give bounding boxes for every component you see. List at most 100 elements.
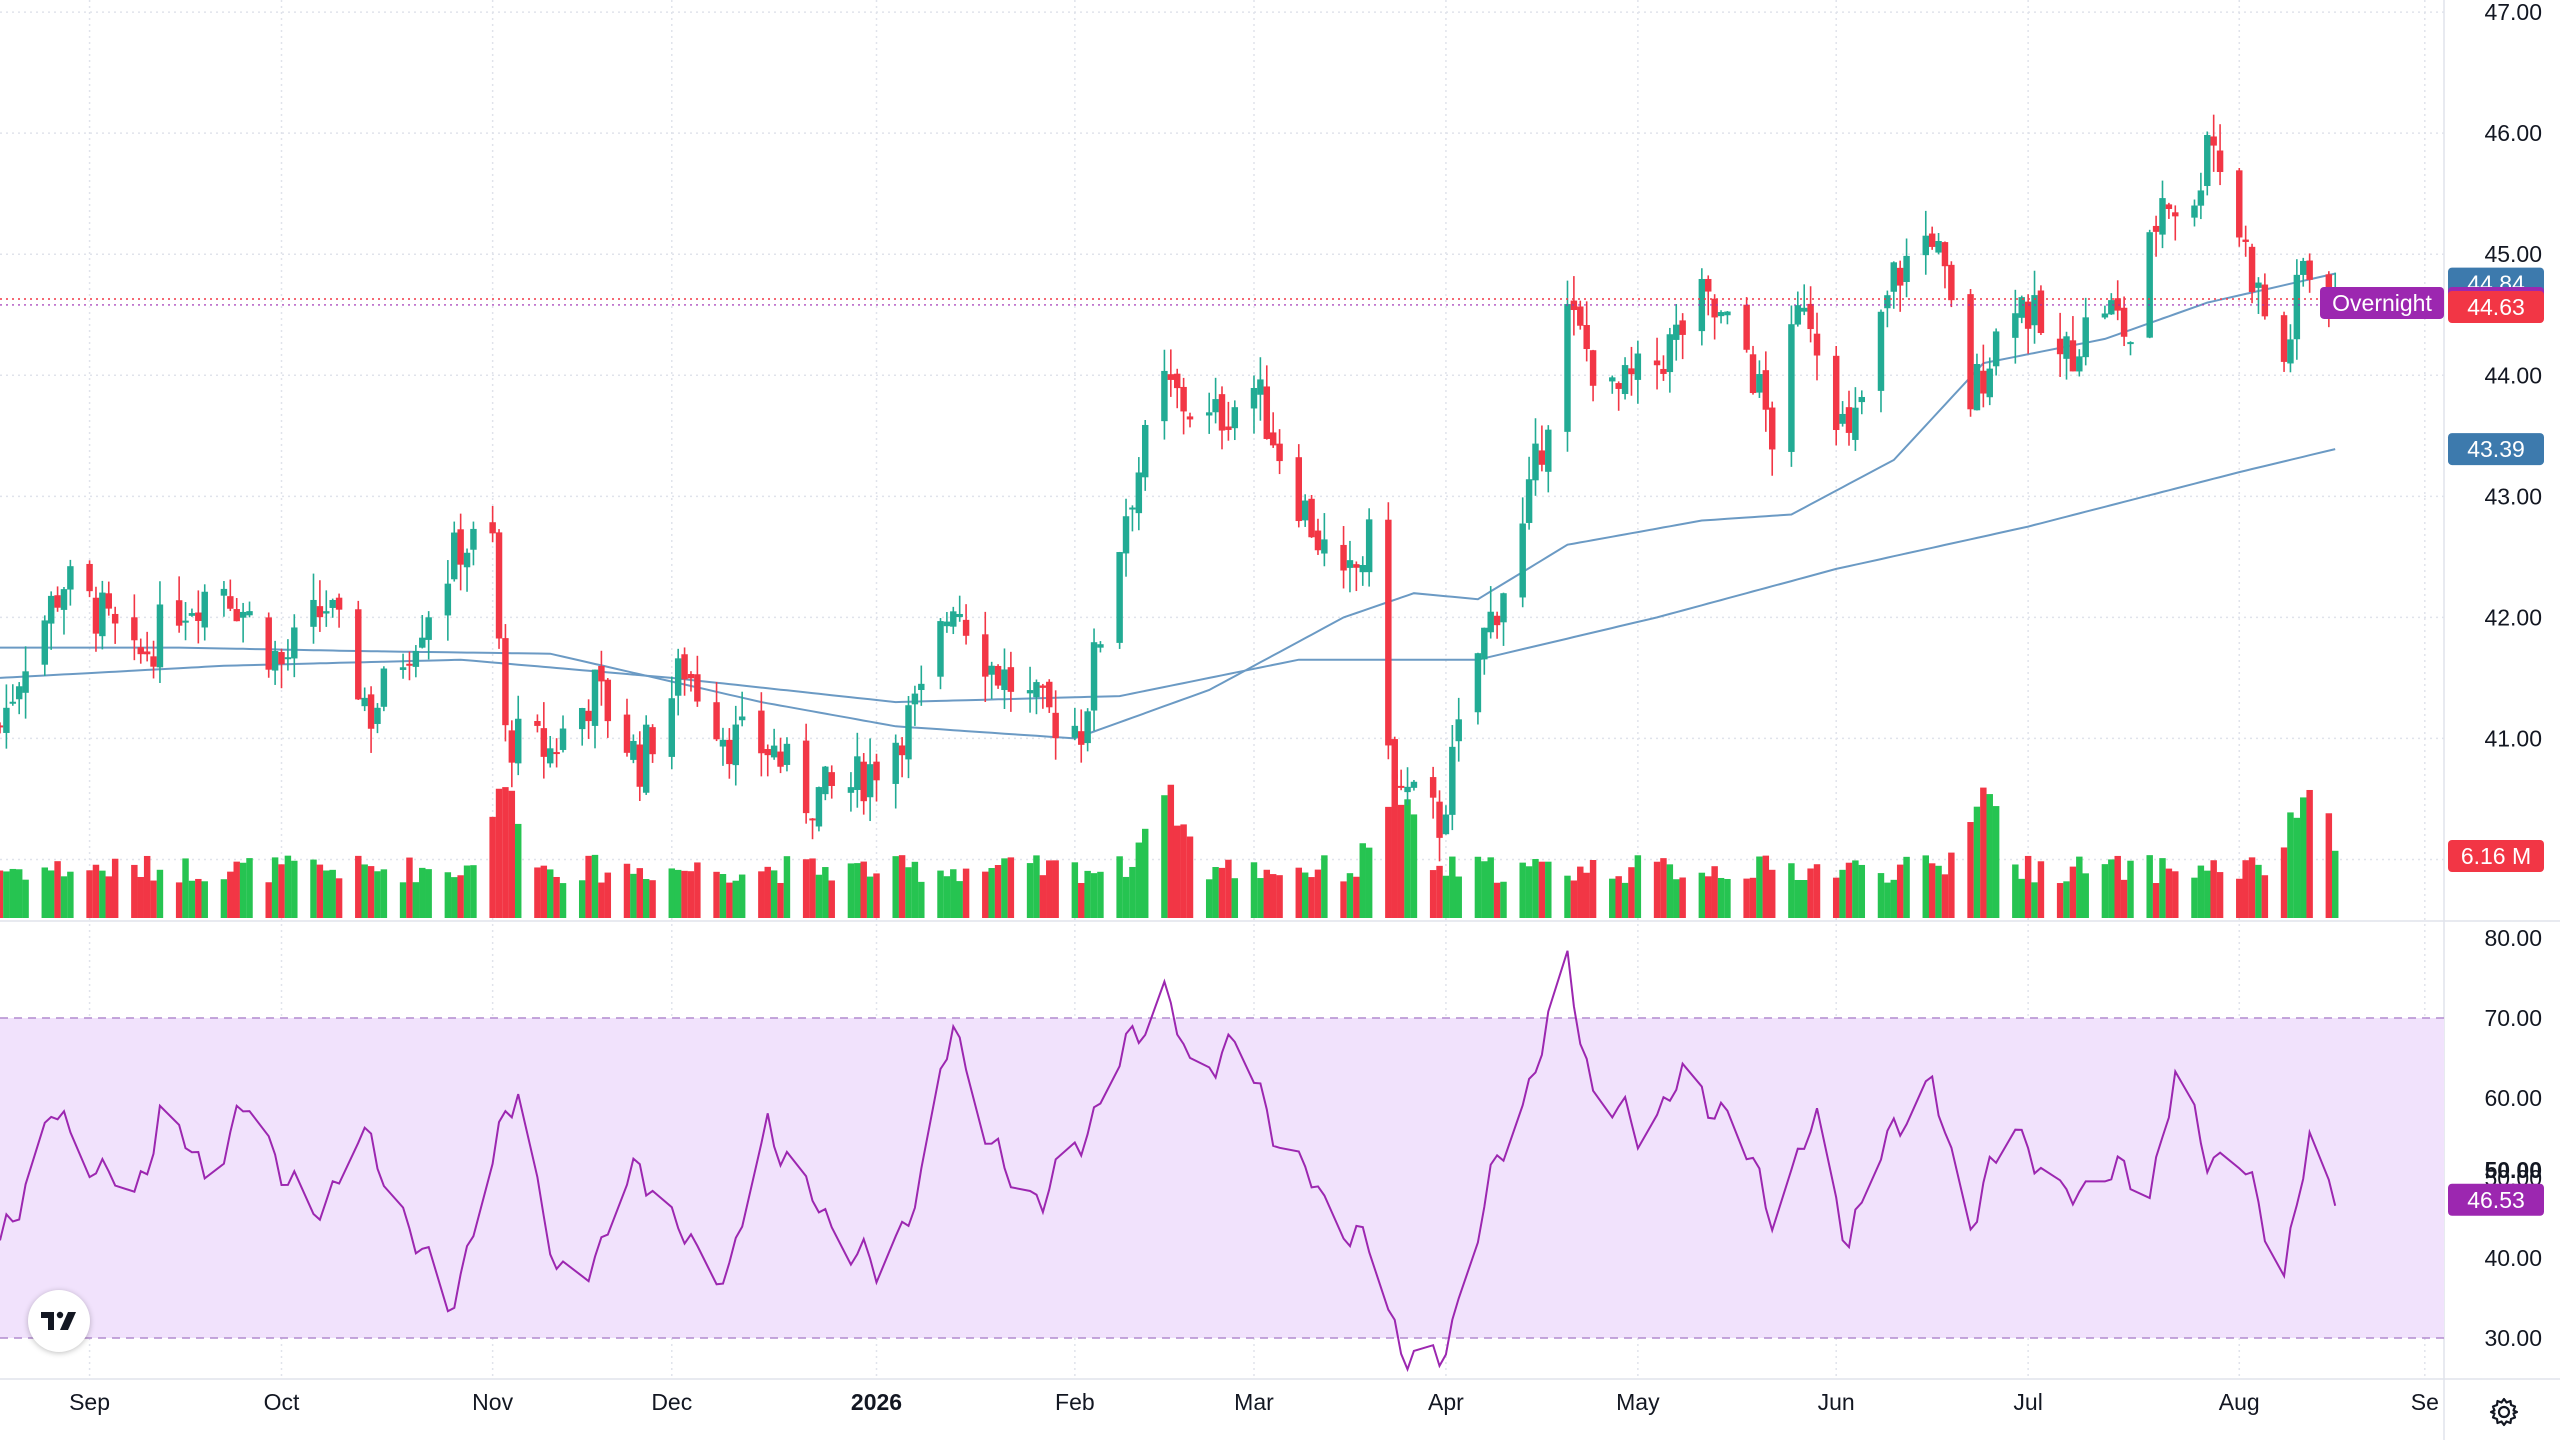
candle-body bbox=[451, 532, 458, 580]
volume-bar bbox=[2255, 864, 2262, 918]
candle-body bbox=[1276, 443, 1283, 462]
volume-bar bbox=[2018, 878, 2025, 918]
volume-bar bbox=[1666, 864, 1674, 918]
volume-bar bbox=[502, 787, 509, 918]
volume-bar bbox=[578, 880, 586, 918]
candle-body bbox=[2152, 225, 2160, 232]
volume-bar bbox=[1090, 873, 1098, 918]
volume-bar bbox=[623, 863, 631, 918]
candle-body bbox=[1116, 552, 1123, 643]
volume-tag-bg bbox=[2448, 840, 2544, 872]
candle-body bbox=[1980, 370, 1987, 394]
volume-bar bbox=[137, 876, 144, 918]
volume-bar bbox=[105, 876, 112, 918]
candle-body bbox=[99, 592, 106, 637]
candle-body bbox=[1628, 368, 1635, 375]
settings-gear-icon[interactable] bbox=[2484, 1392, 2524, 1432]
candle-body bbox=[777, 751, 784, 767]
candle-body bbox=[1800, 307, 1808, 312]
candle-body bbox=[1410, 781, 1418, 788]
candle-body bbox=[1839, 413, 1846, 424]
volume-bar bbox=[2325, 813, 2333, 918]
candle-body bbox=[534, 721, 541, 726]
candle-body bbox=[195, 612, 202, 621]
volume-bar bbox=[1340, 881, 1347, 918]
volume-bar bbox=[1436, 865, 1443, 918]
volume-bar bbox=[726, 882, 733, 918]
volume-bar bbox=[2159, 858, 2166, 918]
candle-body bbox=[726, 739, 733, 765]
volume-bar bbox=[2306, 789, 2313, 918]
candle-body bbox=[668, 698, 676, 757]
volume-bar bbox=[1429, 870, 1437, 918]
volume-bar bbox=[1570, 880, 1578, 918]
candle-body bbox=[1449, 746, 1456, 815]
price-tick-label: 42.00 bbox=[2484, 604, 2542, 630]
volume-bar bbox=[2101, 864, 2109, 918]
volume-bar bbox=[1756, 856, 1763, 918]
candle-body bbox=[1007, 667, 1015, 692]
candle-body bbox=[1231, 407, 1239, 429]
candle-body bbox=[1890, 262, 1898, 292]
volume-bar bbox=[2210, 860, 2217, 918]
candle-body bbox=[2076, 356, 2083, 372]
candle-body bbox=[1928, 233, 1936, 247]
candle-body bbox=[988, 665, 995, 675]
candle-body bbox=[2248, 246, 2256, 293]
tradingview-logo-icon[interactable] bbox=[28, 1290, 90, 1352]
candle-body bbox=[1768, 407, 1776, 450]
volume-bar bbox=[1743, 878, 1750, 918]
volume-bar bbox=[553, 876, 560, 918]
volume-bar bbox=[860, 861, 867, 918]
volume-bar bbox=[1263, 869, 1271, 918]
volume-bar bbox=[1890, 879, 1898, 918]
candle-body bbox=[1250, 387, 1258, 409]
volume-bar bbox=[60, 876, 68, 918]
candle-body bbox=[822, 766, 829, 795]
candle-body bbox=[1653, 360, 1661, 366]
candle-body bbox=[2300, 260, 2307, 275]
volume-bar bbox=[425, 869, 432, 918]
rsi-tick-label: 30.00 bbox=[2484, 1325, 2542, 1351]
candle-body bbox=[463, 552, 471, 568]
candle-body bbox=[815, 787, 823, 827]
volume-bar bbox=[1180, 824, 1187, 918]
candle-body bbox=[854, 756, 861, 790]
volume-bar bbox=[2076, 856, 2083, 918]
candle-body bbox=[892, 742, 899, 784]
candle-body bbox=[1295, 457, 1302, 522]
volume-bar bbox=[905, 867, 912, 918]
volume-bar bbox=[1762, 855, 1770, 918]
candle-body bbox=[1084, 711, 1091, 744]
volume-bar bbox=[1980, 787, 1987, 918]
time-tick-label: Oct bbox=[264, 1389, 300, 1415]
volume-bar bbox=[598, 882, 605, 918]
candle-body bbox=[802, 740, 810, 814]
volume-bar bbox=[2114, 855, 2121, 918]
candle-body bbox=[316, 606, 324, 618]
candle-body bbox=[1967, 294, 1974, 410]
volume-bar bbox=[1078, 883, 1085, 918]
volume-bar bbox=[182, 858, 189, 918]
candle-body bbox=[1756, 374, 1763, 393]
candle-body bbox=[962, 619, 970, 636]
volume-bar bbox=[67, 871, 74, 918]
volume-bar bbox=[1928, 863, 1936, 918]
volume-bar bbox=[1167, 784, 1175, 918]
overnight-label-tag-text: Overnight bbox=[2332, 290, 2432, 316]
volume-bar bbox=[1532, 858, 1539, 918]
candle-body bbox=[1161, 370, 1168, 422]
volume-bar bbox=[1583, 872, 1590, 918]
candle-body bbox=[1455, 719, 1462, 742]
volume-bar bbox=[2216, 872, 2224, 918]
volume-bar bbox=[1007, 857, 1015, 918]
volume-bar bbox=[111, 858, 119, 918]
candle-body bbox=[2082, 317, 2089, 358]
volume-bar bbox=[1986, 794, 1993, 918]
volume-bar bbox=[1845, 862, 1853, 918]
volume-bar bbox=[546, 869, 554, 918]
volume-bar bbox=[828, 880, 835, 918]
